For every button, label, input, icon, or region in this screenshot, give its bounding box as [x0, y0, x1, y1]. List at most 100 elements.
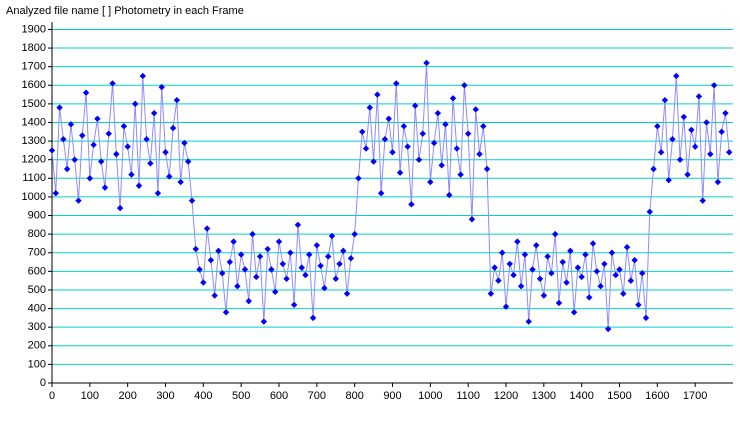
data-point: [177, 178, 184, 186]
data-point: [71, 156, 78, 163]
y-tick-label: 200: [28, 340, 46, 352]
data-point: [468, 216, 476, 223]
data-point: [620, 290, 627, 297]
data-point: [726, 149, 733, 156]
data-point: [559, 258, 566, 266]
data-point: [506, 260, 513, 268]
data-point: [449, 95, 457, 102]
data-point: [135, 182, 143, 189]
data-point: [287, 249, 294, 256]
x-tick-label: 800: [345, 390, 363, 402]
data-point: [211, 292, 218, 299]
data-point: [631, 256, 638, 264]
data-point: [355, 175, 362, 182]
data-point: [283, 275, 290, 282]
data-point: [245, 297, 252, 305]
data-point: [514, 238, 521, 245]
x-tick-label: 400: [194, 390, 212, 402]
data-point: [567, 247, 574, 255]
data-point: [188, 197, 196, 204]
data-point: [222, 309, 230, 316]
data-point: [657, 149, 665, 156]
data-point: [495, 277, 502, 284]
data-point: [438, 162, 445, 169]
data-point: [582, 251, 589, 258]
data-point: [661, 96, 669, 104]
data-point: [317, 262, 324, 269]
data-point: [237, 251, 245, 258]
data-point: [453, 145, 461, 152]
data-point: [627, 277, 635, 284]
y-tick-label: 800: [28, 228, 46, 240]
data-point: [109, 80, 116, 87]
data-point: [101, 184, 109, 191]
data-point: [574, 264, 582, 271]
data-point: [324, 253, 332, 260]
data-point: [105, 130, 112, 137]
x-tick-label: 1100: [456, 390, 480, 402]
data-point: [680, 113, 688, 121]
x-tick-label: 1400: [569, 390, 593, 402]
data-point: [650, 165, 657, 173]
y-tick-label: 400: [28, 302, 46, 314]
y-tick-label: 100: [28, 358, 46, 370]
x-tick-label: 900: [383, 390, 401, 402]
data-point: [563, 279, 570, 286]
data-point: [529, 266, 536, 273]
data-point: [570, 309, 578, 316]
data-point: [256, 253, 264, 260]
data-point: [173, 96, 181, 104]
data-point: [332, 275, 339, 282]
data-point: [313, 242, 321, 249]
x-tick-label: 1200: [494, 390, 518, 402]
data-point: [48, 147, 56, 154]
data-point: [639, 270, 646, 277]
data-point: [86, 175, 94, 182]
data-point: [593, 268, 600, 275]
data-point: [294, 221, 302, 229]
data-point: [665, 176, 672, 184]
data-point: [234, 283, 241, 290]
data-point: [302, 271, 309, 279]
data-point: [82, 89, 90, 96]
data-point: [162, 149, 169, 156]
data-point: [128, 171, 135, 178]
data-point: [362, 145, 370, 152]
data-point: [457, 171, 464, 178]
data-point: [347, 255, 355, 262]
data-point: [673, 72, 680, 80]
data-point: [521, 251, 529, 258]
data-point: [589, 240, 597, 247]
data-point: [196, 266, 203, 273]
data-point: [536, 275, 544, 282]
data-point: [642, 314, 650, 322]
data-point: [328, 232, 336, 240]
data-point: [154, 189, 162, 197]
data-point: [279, 260, 286, 268]
chart-title: Analyzed file name [ ] Photometry in eac…: [6, 5, 244, 17]
x-tick-label: 0: [49, 390, 55, 402]
x-tick-label: 1300: [532, 390, 556, 402]
data-point: [423, 59, 430, 67]
data-point: [722, 109, 729, 117]
data-point: [56, 104, 63, 111]
data-point: [203, 225, 211, 232]
data-point: [67, 121, 75, 128]
data-point: [487, 290, 495, 297]
data-point: [169, 124, 177, 132]
data-point: [359, 128, 366, 135]
data-point: [351, 230, 358, 238]
data-point: [166, 173, 173, 180]
y-tick-label: 1300: [22, 135, 46, 147]
data-point: [415, 156, 423, 163]
data-point: [275, 238, 283, 245]
data-point: [604, 325, 612, 333]
data-point: [181, 139, 188, 147]
data-point: [120, 123, 128, 130]
y-tick-label: 1400: [22, 116, 46, 128]
data-point: [446, 191, 453, 199]
x-tick-label: 600: [270, 390, 288, 402]
x-tick-label: 100: [81, 390, 99, 402]
y-tick-label: 1700: [22, 61, 46, 73]
data-point: [525, 318, 532, 325]
